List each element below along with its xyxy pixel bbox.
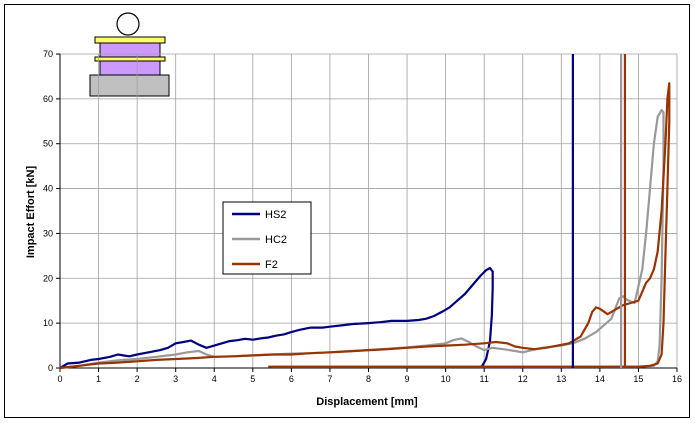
x-tick-label: 10: [441, 374, 451, 384]
legend-label-f2: F2: [265, 259, 278, 271]
x-tick-label: 1: [96, 374, 101, 384]
x-tick-label: 7: [327, 374, 332, 384]
legend-label-hs2: HS2: [265, 209, 286, 221]
y-tick-label: 30: [43, 228, 53, 238]
middle-plate: [94, 56, 166, 62]
y-tick-label: 0: [48, 363, 53, 373]
top-plate: [94, 36, 166, 44]
x-tick-label: 3: [173, 374, 178, 384]
y-tick-label: 10: [43, 318, 53, 328]
x-tick-label: 0: [57, 374, 62, 384]
y-tick-label: 70: [43, 49, 53, 59]
x-tick-label: 8: [366, 374, 371, 384]
series-line-f2: [59, 82, 671, 370]
legend-label-hc2: HC2: [265, 234, 287, 246]
vertical-markers: [571, 54, 627, 368]
grid: [60, 53, 678, 368]
x-tick-label: 14: [595, 374, 605, 384]
axes: [56, 53, 678, 372]
legend: HS2 HC2 F2: [222, 201, 312, 275]
lower-layer: [99, 60, 161, 76]
x-tick-label: 6: [289, 374, 294, 384]
x-tick-label: 9: [405, 374, 410, 384]
series-line-hs2: [59, 266, 573, 369]
y-axis-title: Impact Effort [kN]: [25, 166, 37, 259]
specimen-illustration: [89, 12, 170, 97]
y-tick-label: 50: [43, 139, 53, 149]
y-tick-label: 40: [43, 184, 53, 194]
y-tick-label: 60: [43, 94, 53, 104]
x-tick-label: 11: [480, 374, 489, 384]
x-tick-label: 5: [250, 374, 255, 384]
x-tick-label: 4: [212, 374, 217, 384]
x-axis-title: Displacement [mm]: [316, 396, 418, 408]
x-tick-label: 12: [518, 374, 528, 384]
impactor-ball-icon: [116, 12, 140, 36]
x-tick-label: 15: [633, 374, 643, 384]
series-lines: [59, 82, 671, 370]
base-block: [89, 74, 170, 97]
upper-layer: [99, 42, 161, 58]
y-tick-label: 20: [43, 273, 53, 283]
x-tick-label: 2: [135, 374, 140, 384]
x-tick-label: 13: [556, 374, 566, 384]
x-tick-label: 16: [672, 374, 682, 384]
